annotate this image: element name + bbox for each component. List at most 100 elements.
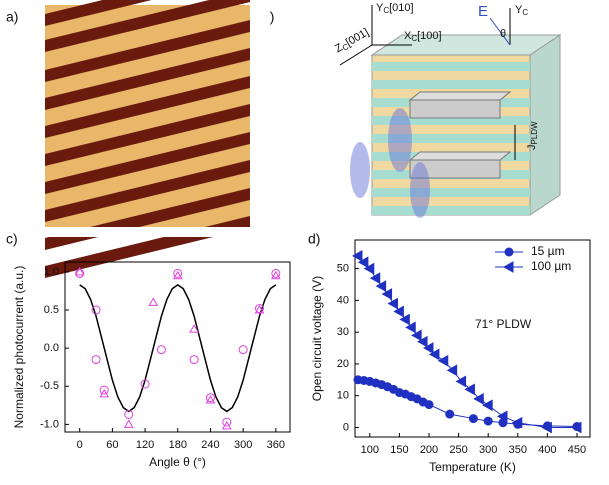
marker — [446, 364, 458, 377]
marker — [222, 417, 232, 427]
marker — [428, 348, 440, 361]
t: Y — [515, 4, 523, 16]
x-tick-label: 350 — [509, 444, 527, 456]
y-tick-label: 50 — [337, 263, 349, 275]
afm-image — [45, 0, 270, 278]
marker — [541, 421, 552, 434]
marker — [74, 266, 85, 276]
marker — [99, 388, 110, 398]
x-tick-label: 450 — [568, 444, 586, 456]
x-tick-label: 400 — [538, 444, 556, 456]
x-axis-label: Angle θ (°) — [149, 455, 206, 469]
x-tick-label: 180 — [169, 439, 187, 451]
x-tick-label: 120 — [136, 439, 154, 451]
domain-diagram: YC[010] XC[100] ZC[001] E YC θ JPLDW — [333, 2, 562, 218]
y-tick-label: 0.5 — [44, 304, 59, 316]
marker — [124, 409, 134, 419]
marker — [351, 250, 363, 262]
x-tick-label: 250 — [449, 444, 467, 456]
marker — [270, 270, 281, 280]
current-label: JPLDW — [526, 121, 539, 150]
marker — [254, 305, 265, 314]
marker — [271, 268, 281, 278]
marker — [205, 393, 215, 403]
marker — [511, 416, 523, 429]
y-tick-label: -0.5 — [40, 380, 59, 392]
marker — [189, 355, 199, 365]
marker — [172, 270, 183, 280]
marker — [455, 375, 467, 388]
t: Y — [376, 2, 384, 14]
angle-label: θ — [500, 28, 506, 40]
tail: [100] — [417, 30, 441, 42]
y-tick-label: 0.0 — [44, 342, 59, 354]
marker — [417, 335, 428, 348]
marker — [483, 416, 493, 426]
x-tick-label: 300 — [234, 439, 252, 451]
marker — [357, 256, 369, 269]
sub: C — [411, 34, 417, 43]
marker — [445, 409, 455, 419]
marker — [148, 297, 159, 306]
plot-frame — [64, 261, 291, 433]
marker — [504, 247, 514, 257]
marker — [496, 410, 508, 423]
x-tick-label: 240 — [201, 439, 219, 451]
y-tick-label: 10 — [337, 390, 349, 402]
y-tick-label: 20 — [337, 358, 349, 370]
sub: C — [341, 42, 351, 53]
y-tick-label: 40 — [337, 294, 349, 306]
fit-line — [79, 283, 277, 413]
marker — [381, 288, 393, 300]
x-tick-label: 200 — [420, 444, 438, 456]
marker — [123, 419, 134, 428]
marker — [189, 324, 199, 333]
x-tick-label: 0 — [77, 439, 83, 451]
sub: C — [383, 6, 389, 15]
marker — [205, 394, 216, 404]
field-label: E — [478, 3, 488, 20]
t: X — [404, 30, 412, 42]
marker — [221, 420, 232, 430]
marker — [91, 355, 101, 365]
axis-label: YC[010] — [376, 2, 414, 15]
legend-label: 100 µm — [531, 259, 571, 273]
y-tick-label: 0 — [343, 421, 349, 433]
marker — [437, 354, 449, 367]
marker — [570, 421, 582, 434]
marker — [411, 329, 422, 342]
sub: PLDW — [530, 121, 539, 145]
marker — [464, 383, 475, 396]
x-axis-label: Temperature (K) — [429, 460, 516, 474]
marker — [424, 400, 434, 410]
y-axis-label: Normalized photocurrent (a.u.) — [12, 266, 26, 429]
sub: C — [522, 8, 528, 17]
x-tick-label: 150 — [390, 444, 408, 456]
t: J — [526, 145, 538, 151]
marker — [140, 379, 150, 389]
marker — [254, 304, 264, 314]
x-tick-label: 360 — [267, 439, 285, 451]
x-tick-label: 300 — [479, 444, 497, 456]
marker — [238, 345, 248, 355]
y-axis-label: Open circuit voltage (V) — [310, 276, 324, 401]
marker — [393, 305, 404, 318]
y-tick-label: -1.0 — [40, 418, 59, 430]
marker — [99, 385, 109, 395]
marker — [75, 268, 85, 278]
marker — [363, 262, 375, 275]
tail: [001] — [344, 26, 371, 49]
annotation: 71° PLDW — [475, 317, 532, 331]
tail: [010] — [389, 2, 413, 14]
marker — [399, 313, 410, 326]
x-tick-label: 60 — [106, 439, 118, 451]
marker — [369, 272, 381, 284]
panel-label: a) — [6, 9, 18, 25]
marker — [375, 280, 387, 292]
y-tick-label: 1.0 — [44, 266, 59, 278]
legend-label: 15 µm — [531, 244, 565, 258]
marker — [482, 399, 493, 412]
axis-label: XC[100] — [404, 30, 442, 43]
marker — [173, 268, 183, 278]
